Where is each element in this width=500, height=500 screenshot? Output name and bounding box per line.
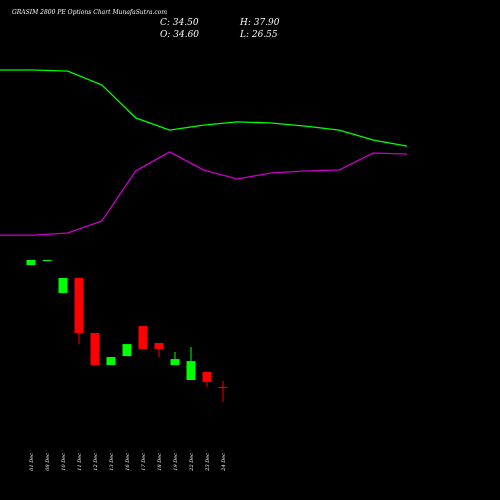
x-tick-label: 12 Dec bbox=[93, 453, 99, 471]
candle-body bbox=[42, 260, 52, 261]
candle-body bbox=[26, 260, 36, 265]
candle-body bbox=[202, 372, 212, 383]
info-close: C: 34.50 bbox=[160, 18, 199, 28]
candle-body bbox=[186, 361, 196, 380]
candle-body bbox=[74, 277, 84, 333]
candle-body bbox=[106, 357, 116, 365]
x-tick-label: 23 Dec bbox=[205, 453, 211, 472]
candle-body bbox=[90, 332, 100, 365]
info-open: O: 34.60 bbox=[160, 30, 199, 40]
x-tick-label: 10 Dec bbox=[61, 453, 67, 471]
info-high: H: 37.90 bbox=[239, 18, 280, 28]
x-tick-label: 13 Dec bbox=[109, 453, 115, 471]
x-tick-label: 16 Dec bbox=[125, 453, 131, 471]
candle-body bbox=[218, 386, 228, 388]
candle-body bbox=[58, 277, 68, 293]
x-tick-label: 24 Dec bbox=[221, 453, 227, 472]
x-tick-label: 19 Dec bbox=[173, 453, 179, 471]
candle-body bbox=[170, 359, 180, 365]
x-tick-label: 22 Dec bbox=[189, 453, 195, 472]
candle-body bbox=[122, 344, 132, 357]
x-tick-label: 08 Dec bbox=[45, 453, 51, 471]
x-tick-label: 18 Dec bbox=[157, 453, 163, 471]
x-tick-label: 01 Dec bbox=[29, 453, 35, 471]
x-tick-label: 11 Dec bbox=[77, 453, 83, 471]
candle-body bbox=[154, 342, 164, 350]
candle-body bbox=[138, 326, 148, 350]
x-tick-label: 17 Dec bbox=[141, 453, 147, 471]
info-low: L: 26.55 bbox=[239, 30, 278, 40]
chart-title: GRASIM 2800 PE Options Chart MunafaSutra… bbox=[12, 9, 167, 16]
indicator-line bbox=[0, 151, 408, 236]
indicator-line bbox=[0, 69, 408, 147]
